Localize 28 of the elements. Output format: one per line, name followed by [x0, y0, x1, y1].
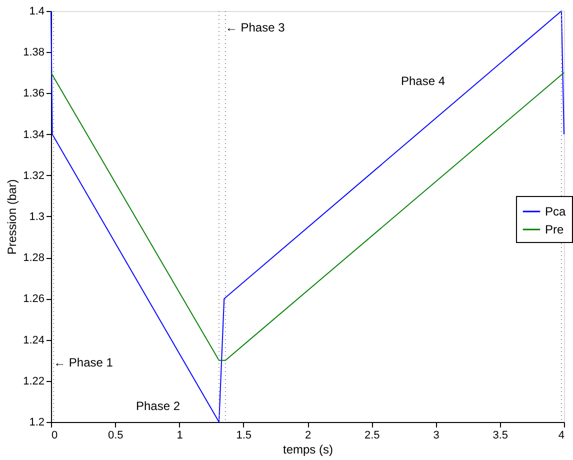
x-tick-label: 1: [176, 430, 183, 442]
annotation: ← Phase 3: [225, 20, 286, 34]
y-tick-label: 1.24: [23, 334, 44, 346]
x-tick-label: 2: [304, 430, 312, 442]
y-axis-title: Pression (bar): [5, 179, 20, 255]
y-tick-label: 1.34: [23, 128, 44, 141]
y-tick-label: 1.38: [23, 46, 44, 59]
annotation: Phase 2: [136, 399, 180, 413]
x-tick-label: 3: [433, 430, 440, 442]
x-tick-label: 2.5: [364, 430, 380, 442]
y-tick-label: 1.3: [29, 211, 44, 223]
x-tick-label: 0: [52, 430, 58, 442]
y-tick-label: 1.22: [23, 375, 44, 388]
y-tick-label: 1.2: [29, 416, 44, 428]
annotation: ← Phase 1: [54, 355, 114, 370]
x-tick-label: 4: [558, 430, 564, 442]
annotation: Phase 4: [401, 74, 446, 88]
y-tick-label: 1.26: [23, 293, 44, 306]
x-tick-label: 1.5: [236, 430, 252, 442]
y-tick-label: 1.28: [23, 252, 44, 264]
y-tick-label: 1.4: [29, 6, 44, 18]
legend-label: Pre: [545, 222, 564, 236]
x-tick-label: 0.5: [108, 430, 124, 442]
y-tick-label: 1.36: [23, 88, 44, 100]
x-axis-title: temps (s): [282, 442, 334, 456]
y-tick-label: 1.32: [23, 170, 44, 182]
x-tick-label: 3.5: [492, 430, 508, 442]
legend-label: Pca: [545, 204, 566, 218]
